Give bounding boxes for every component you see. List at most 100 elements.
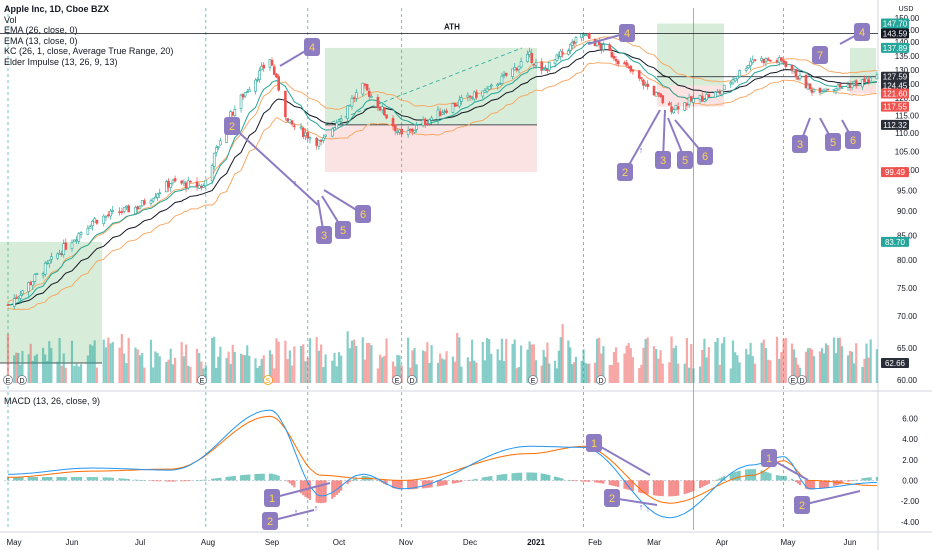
macd-histogram-bar [118, 478, 121, 481]
candle-body [762, 58, 766, 64]
volume-bar [677, 363, 680, 383]
candle-body [299, 126, 303, 129]
candle-body [692, 98, 695, 103]
volume-bar [340, 355, 343, 383]
candle-body [352, 97, 356, 100]
callout-pointer [624, 109, 661, 173]
volume-bar [567, 340, 570, 383]
candle-body [47, 260, 51, 264]
macd-histogram-bar [200, 479, 203, 481]
candle-body [109, 210, 112, 217]
candle-body [700, 95, 704, 102]
legend-kc[interactable]: KC (26, 1, close, Average True Range, 20… [4, 46, 174, 57]
macd-tick-label: -2.00 [901, 497, 920, 506]
macd-histogram-bar [102, 477, 105, 481]
volume-bar [631, 357, 635, 383]
macd-histogram-bar [182, 480, 185, 482]
volume-bar [629, 348, 632, 383]
volume-bar [127, 337, 130, 383]
macd-histogram-bar [749, 469, 752, 481]
macd-histogram-bar [798, 480, 802, 486]
candle-body [468, 95, 472, 98]
time-tick-label: Oct [333, 538, 346, 547]
volume-bar [227, 351, 230, 383]
macd-histogram-bar [548, 475, 551, 481]
volume-bar [559, 337, 562, 383]
candle-body [413, 129, 416, 133]
callout-marker [586, 434, 602, 452]
volume-bar [723, 337, 726, 383]
candle-body [534, 62, 538, 66]
legend-ema13[interactable]: EMA (13, close, 0) [4, 35, 78, 46]
macd-histogram-bar [790, 478, 794, 481]
candle-body [674, 104, 678, 110]
volume-bar [308, 338, 312, 383]
volume-bar [460, 366, 463, 383]
legend-elder[interactable]: Elder Impulse (13, 26, 9, 13) [4, 56, 118, 67]
volume-bar [241, 354, 245, 383]
symbol-title[interactable]: Apple Inc, 1D, Cboe BZX [4, 4, 110, 14]
volume-bar [400, 365, 403, 383]
volume-bar [262, 355, 265, 383]
candle-body [685, 103, 689, 106]
volume-bar [58, 337, 61, 383]
legend-vol[interactable]: Vol [4, 14, 17, 25]
macd-histogram-bar [812, 480, 816, 490]
candle-body [184, 182, 188, 189]
volume-bar [505, 338, 508, 383]
candle-body [517, 65, 521, 70]
callout-label: 2 [799, 500, 805, 512]
macd-signal-line [8, 415, 877, 504]
chart-legend: Apple Inc, 1D, Cboe BZX Vol EMA (26, clo… [4, 4, 173, 68]
macd-histogram-bar [832, 480, 836, 486]
event-mark-label: D [19, 378, 24, 385]
macd-histogram-bar [430, 480, 433, 488]
callout-marker [264, 489, 280, 507]
macd-histogram-bar [703, 480, 706, 487]
volume-bar [348, 348, 351, 383]
macd-histogram-bar [782, 475, 785, 481]
price-badge [881, 28, 909, 39]
volume-bar [394, 366, 397, 383]
macd-histogram-bar [642, 480, 645, 494]
volume-bar [812, 356, 816, 383]
volume-bar [424, 351, 427, 383]
price-pane [4, 8, 876, 390]
volume-bar [540, 365, 543, 383]
macd-histogram-bar [608, 480, 611, 485]
macd-histogram-bar [820, 480, 824, 489]
candle-body [812, 89, 816, 92]
macd-legend[interactable]: MACD (13, 26, close, 9) [4, 396, 101, 406]
callout-pointer [593, 442, 651, 476]
callout-marker [794, 496, 810, 514]
macd-histogram-bar [571, 480, 574, 481]
callout-label: 4 [624, 28, 630, 40]
volume-bar [421, 350, 425, 383]
macd-histogram-bar [778, 475, 781, 481]
candle-body [848, 83, 852, 89]
macd-histogram-bar [246, 474, 249, 481]
candle-body [455, 104, 459, 107]
candle-body [863, 78, 866, 82]
volume-bar [869, 339, 872, 383]
macd-histogram-bar [714, 480, 717, 481]
volume-bar [244, 355, 247, 383]
candle-body [749, 61, 752, 66]
legend-ema26[interactable]: EMA (26, close, 0) [4, 25, 78, 36]
candle-body [540, 61, 544, 71]
macd-histogram-bar [473, 479, 476, 481]
candle-body [367, 90, 371, 97]
volume-bar [687, 367, 691, 383]
volume-bar [760, 342, 763, 383]
volume-bar [291, 365, 294, 383]
volume-bar [736, 355, 739, 383]
volume-bar [29, 343, 32, 383]
macd-histogram-bar [865, 477, 868, 481]
volume-bar [804, 351, 808, 383]
candle-body [438, 111, 442, 117]
candle-body [104, 215, 108, 218]
trade-box-loss [325, 124, 537, 173]
volume-bar [623, 353, 626, 383]
candle-body [21, 290, 24, 295]
